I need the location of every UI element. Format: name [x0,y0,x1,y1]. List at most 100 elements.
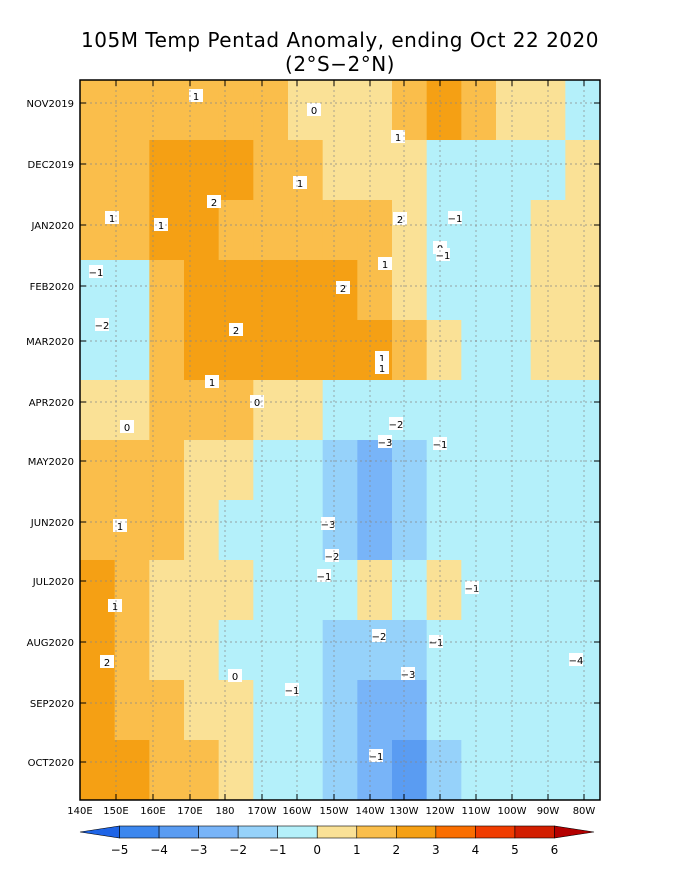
heatmap-cell [565,620,600,681]
heatmap-cell [461,80,497,141]
colorbar-label: 2 [392,843,400,857]
heatmap-cell [184,500,220,561]
chart-subtitle: (2°S−2°N) [285,52,395,76]
heatmap-cell [288,740,324,800]
heatmap-cell [114,740,150,800]
heatmap-cell [80,680,116,741]
svg-text:2: 2 [397,215,403,226]
svg-text:−2: −2 [372,632,387,643]
colorbar-label: 6 [551,843,559,857]
heatmap-cell [80,740,116,800]
heatmap-cell [461,200,497,261]
contour-label: 0 [307,103,321,117]
contour-label: −1 [369,749,384,763]
colorbar-label: −3 [190,843,208,857]
heatmap-cell [253,200,289,261]
heatmap-cell [288,320,324,381]
heatmap-cell [80,620,116,681]
heatmap-cell [218,140,254,201]
heatmap-cell [357,560,393,621]
heatmap-cell [357,140,393,201]
y-tick-label: JUL2020 [32,577,74,588]
heatmap-cell [288,620,324,681]
heatmap-cell [80,140,116,201]
svg-text:−1: −1 [369,752,384,763]
heatmap-cell [392,260,428,321]
contour-label: 0 [120,420,134,434]
svg-text:2: 2 [340,284,346,295]
heatmap-cell [426,380,462,441]
heatmap-cell [496,140,532,201]
svg-text:1: 1 [379,354,385,365]
heatmap-cell [565,500,600,561]
heatmap-cell [114,440,150,501]
heatmap-cell [322,80,358,141]
contour-label: −2 [95,318,110,332]
contour-label: −1 [436,248,450,262]
heatmap-cell [184,320,220,381]
heatmap-cell [149,440,185,501]
colorbar-swatch [475,825,516,839]
heatmap-cell [322,320,358,381]
heatmap-cell [496,500,532,561]
heatmap-cell [426,620,462,681]
contour-label: 0 [228,669,242,683]
heatmap-cell [80,500,116,561]
contour-label: 1 [108,599,122,613]
contour-label: 1 [154,218,168,232]
svg-text:1: 1 [109,214,115,225]
heatmap-cell [253,260,289,321]
heatmap-cell [357,260,393,321]
colorbar-label: −2 [229,843,247,857]
heatmap-cell [496,560,532,621]
heatmap-cell [461,140,497,201]
heatmap-cell [218,260,254,321]
svg-text:−2: −2 [325,552,340,563]
svg-text:−3: −3 [401,670,416,681]
heatmap-cell [149,380,185,441]
heatmap-cell [461,380,497,441]
x-tick-label: 180 [215,806,234,817]
heatmap-cell [426,680,462,741]
svg-text:1: 1 [379,364,385,375]
heatmap-cell [288,440,324,501]
svg-text:−1: −1 [429,638,444,649]
contour-label: 1 [189,89,203,103]
heatmap-cell [322,620,358,681]
chart-title: 105M Temp Pentad Anomaly, ending Oct 22 … [81,28,599,52]
heatmap-cell [184,380,220,441]
colorbar-label: −5 [111,843,129,857]
heatmap-cell [253,380,289,441]
svg-text:−1: −1 [285,686,300,697]
x-tick-label: 100W [498,806,527,817]
heatmap-cell [496,440,532,501]
contour-label: 1 [105,211,119,225]
colorbar-label: 1 [353,843,361,857]
svg-text:1: 1 [297,179,303,190]
heatmap-cell [496,200,532,261]
svg-text:2: 2 [211,198,217,209]
contour-label: −2 [325,549,340,563]
colorbar-swatch [277,825,318,839]
heatmap-cell [496,680,532,741]
heatmap-cell [80,80,116,141]
heatmap-cell [184,200,220,261]
svg-text:−1: −1 [465,584,480,595]
y-tick-label: MAR2020 [26,337,74,348]
heatmap-cell [149,320,185,381]
colorbar-swatch [554,825,595,839]
heatmap-cell [184,560,220,621]
x-tick-label: 140W [356,806,385,817]
heatmap-cell [218,200,254,261]
colorbar-swatch [237,825,278,839]
heatmap-cell [565,440,600,501]
heatmap-cell [253,560,289,621]
colorbar-swatch [158,825,199,839]
svg-text:−2: −2 [95,321,110,332]
heatmap-cell [184,140,220,201]
contour-label: 1 [113,519,127,533]
heatmap-cell [565,740,600,800]
heatmap-cell [357,200,393,261]
x-tick-label: 150W [320,806,349,817]
